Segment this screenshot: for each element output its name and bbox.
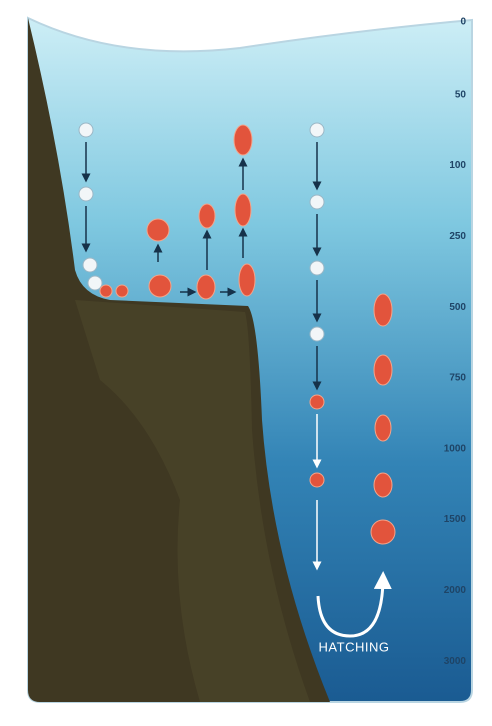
larva bbox=[374, 414, 392, 442]
depth-label: 750 bbox=[449, 373, 466, 384]
depth-label: 50 bbox=[455, 89, 467, 100]
larva bbox=[115, 284, 129, 298]
larva bbox=[238, 263, 256, 297]
egg bbox=[309, 260, 325, 276]
depth-label: 0 bbox=[460, 17, 466, 28]
depth-label: 1500 bbox=[444, 514, 467, 525]
larva bbox=[370, 519, 396, 545]
larva bbox=[373, 293, 393, 327]
larva bbox=[234, 193, 252, 227]
deep-lifecycle: HATCHING bbox=[309, 122, 396, 654]
hatching-arrow bbox=[316, 571, 392, 638]
larva bbox=[146, 218, 170, 242]
depth-label: 2000 bbox=[444, 585, 467, 596]
larva bbox=[99, 284, 113, 298]
depth-label: 250 bbox=[449, 231, 466, 242]
egg bbox=[87, 275, 103, 291]
seabed-shade bbox=[75, 300, 310, 702]
egg bbox=[309, 194, 325, 210]
depth-label: 3000 bbox=[444, 656, 467, 667]
depth-label: 1000 bbox=[444, 443, 467, 454]
larva bbox=[198, 203, 216, 229]
larva bbox=[196, 274, 216, 300]
shelf-lifecycle bbox=[78, 122, 256, 300]
larva bbox=[233, 124, 253, 156]
hatching-label: HATCHING bbox=[319, 639, 390, 654]
egg bbox=[82, 257, 98, 273]
egg bbox=[78, 122, 94, 138]
depth-label: 500 bbox=[449, 302, 466, 313]
larva bbox=[309, 472, 325, 488]
egg bbox=[78, 186, 94, 202]
depth-scale: 0 50 100 250 500 750 1000 1500 2000 3000 bbox=[444, 17, 467, 667]
larva bbox=[148, 274, 172, 298]
depth-label: 100 bbox=[449, 160, 466, 171]
egg bbox=[309, 122, 325, 138]
larva bbox=[309, 394, 325, 410]
larva bbox=[373, 354, 393, 386]
egg bbox=[309, 326, 325, 342]
larva bbox=[373, 472, 393, 498]
